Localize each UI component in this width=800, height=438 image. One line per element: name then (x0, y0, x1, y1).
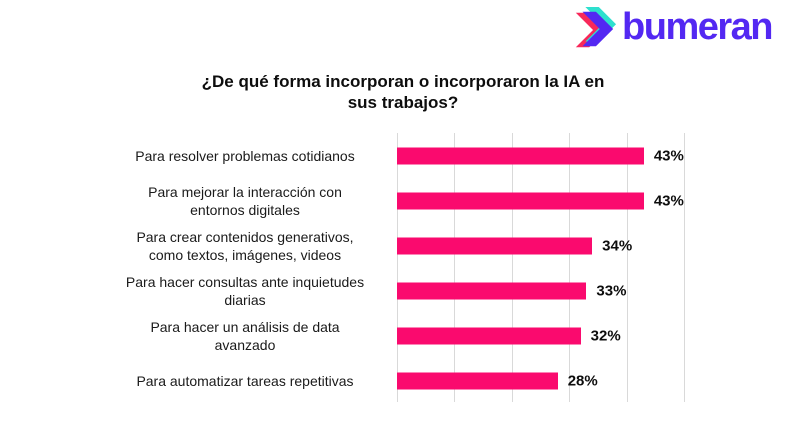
data-bar (397, 282, 587, 300)
bar-row: Para resolver problemas cotidianos 43% (0, 133, 800, 178)
bar-row: Para mejorar la interacción con entornos… (0, 178, 800, 223)
value-label: 34% (602, 237, 633, 255)
value-label: 43% (653, 192, 684, 210)
bar-row: Para crear contenidos generativos, como … (0, 223, 800, 268)
bar-row: Para automatizar tareas repetitivas 28% (0, 359, 800, 404)
category-label: Para hacer consultas ante inquietudes di… (125, 273, 365, 308)
vertical-gridline (684, 133, 685, 402)
value-label: 32% (590, 327, 621, 345)
brand-logo: bumeran (571, 6, 773, 52)
value-label: 28% (567, 372, 598, 390)
bumeran-chevron-icon (575, 6, 617, 48)
data-bar (397, 237, 593, 255)
category-label: Para automatizar tareas repetitivas (136, 373, 354, 390)
vertical-gridline (397, 133, 398, 402)
data-bar (397, 192, 644, 210)
bar-row: Para hacer consultas ante inquietudes di… (0, 268, 800, 313)
chart-title: ¿De qué forma incorporan o incorporaron … (201, 72, 605, 112)
vertical-gridline (454, 133, 456, 402)
vertical-gridline (569, 133, 571, 402)
value-label: 33% (596, 282, 627, 300)
bar-chart-plot-area: Para resolver problemas cotidianos 43% Par… (0, 133, 800, 404)
category-label: Para mejorar la interacción con entornos… (148, 183, 342, 218)
value-label: 43% (653, 147, 684, 165)
vertical-gridline (511, 133, 513, 402)
data-bar (397, 372, 558, 390)
category-label: Para crear contenidos generativos, como … (136, 228, 354, 263)
brand-name: bumeran (622, 6, 773, 48)
data-bar (397, 327, 581, 345)
category-label: Para resolver problemas cotidianos (135, 147, 355, 164)
vertical-gridline (626, 133, 628, 402)
bar-row: Para hacer un análisis de data avanzado 3… (0, 313, 800, 358)
data-bar (397, 147, 644, 165)
category-label: Para hacer un análisis de data avanzado (150, 318, 340, 353)
